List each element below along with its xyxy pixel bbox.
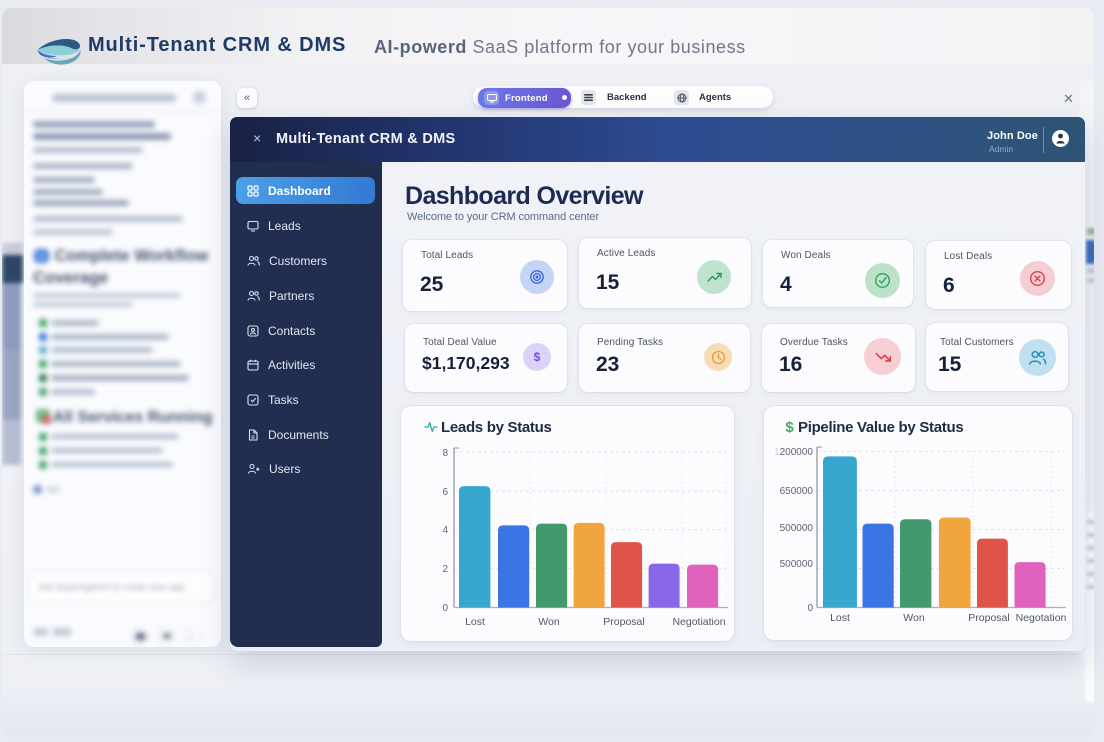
svg-text:Negotation: Negotation xyxy=(1016,612,1067,624)
svg-text:500000: 500000 xyxy=(780,559,814,570)
svg-text:2: 2 xyxy=(442,564,448,575)
svg-text:Lost: Lost xyxy=(830,612,850,624)
svg-text:Negotiation: Negotiation xyxy=(672,616,725,628)
svg-text:0: 0 xyxy=(442,603,448,614)
svg-text:Proposal: Proposal xyxy=(968,612,1009,624)
svg-text:Won: Won xyxy=(903,612,925,624)
svg-text:$: $ xyxy=(785,419,794,436)
svg-text:650000: 650000 xyxy=(780,486,814,497)
svg-text:500000: 500000 xyxy=(780,523,814,534)
svg-text:4: 4 xyxy=(442,525,448,536)
svg-text:Proposal: Proposal xyxy=(603,616,644,628)
svg-text:6: 6 xyxy=(442,487,448,498)
svg-text:Lost: Lost xyxy=(465,616,485,628)
svg-text:Won: Won xyxy=(538,616,560,628)
svg-text:8: 8 xyxy=(442,448,448,459)
svg-text:1200000: 1200000 xyxy=(774,447,813,458)
svg-text:$: $ xyxy=(534,350,541,364)
svg-text:0: 0 xyxy=(807,603,813,614)
